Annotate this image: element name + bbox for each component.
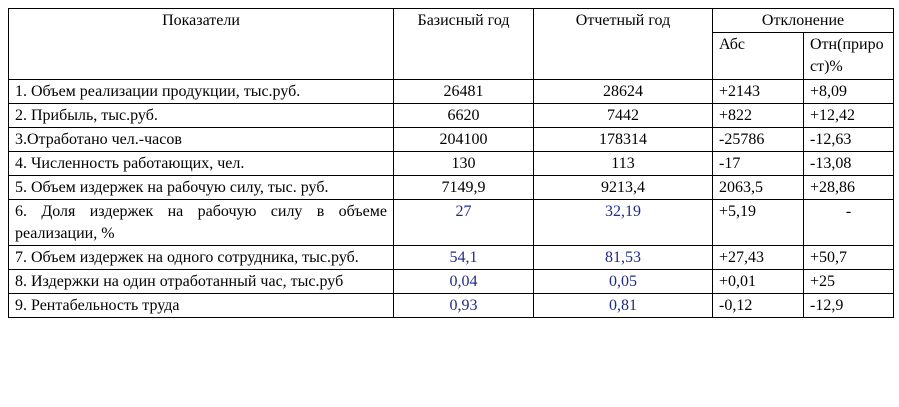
value-cell: +0,01	[712, 269, 804, 294]
value-cell: +8,09	[802, 79, 895, 104]
table-row: 7. Объем издержек на одного сотрудника, …	[8, 245, 895, 270]
indicator-cell: 9. Рентабельность труда	[8, 293, 394, 318]
header-cell: Показатели	[8, 8, 394, 80]
indicator-cell: 4. Численность работающих, чел.	[8, 151, 394, 176]
indicator-cell: 5. Объем издержек на рабочую силу, тыс. …	[8, 175, 394, 200]
header-cell: Отчетный год	[533, 8, 713, 80]
header-cell: Отн(прирост)%	[802, 32, 895, 80]
value-cell: -12,63	[802, 127, 895, 152]
indicator-cell: 3.Отработано чел.-часов	[8, 127, 394, 152]
indicator-cell: 2. Прибыль, тыс.руб.	[8, 103, 394, 128]
value-cell: 130	[393, 151, 534, 176]
header-row: Показатели Базисный год Отчетный год Отк…	[8, 8, 895, 80]
value-cell: 0,05	[533, 269, 713, 294]
value-cell: +5,19	[712, 199, 804, 246]
value-cell: -0,12	[712, 293, 804, 318]
indicator-cell: 1. Объем реализации продукции, тыс.руб.	[8, 79, 394, 104]
value-cell: +50,7	[802, 245, 895, 270]
value-cell: 54,1	[393, 245, 534, 270]
indicator-cell: 8. Издержки на один отработанный час, ты…	[8, 269, 394, 294]
value-cell: 0,81	[533, 293, 713, 318]
value-cell: -17	[712, 151, 804, 176]
indicator-cell: 7. Объем издержек на одного сотрудника, …	[8, 245, 394, 270]
indicator-cell: 6. Доля издержек на рабочую силу в объем…	[8, 199, 394, 246]
value-cell: 7442	[533, 103, 713, 128]
value-cell: 178314	[533, 127, 713, 152]
header-cell: Базисный год	[393, 8, 534, 80]
value-cell: -	[802, 199, 895, 246]
table-row: 4. Численность работающих, чел. 130 113 -17…	[8, 151, 895, 176]
header-cell: Абс	[712, 32, 804, 80]
value-cell: 27	[393, 199, 534, 246]
value-cell: 6620	[393, 103, 534, 128]
value-cell: -13,08	[802, 151, 895, 176]
value-cell: +2143	[712, 79, 804, 104]
table-row: 5. Объем издержек на рабочую силу, тыс. …	[8, 175, 895, 200]
value-cell: 9213,4	[533, 175, 713, 200]
data-table: Показатели Базисный год Отчетный год Отк…	[8, 8, 895, 318]
table-row: 2. Прибыль, тыс.руб. 6620 7442 +822 +12,42	[8, 103, 895, 128]
table-row: 1. Объем реализации продукции, тыс.руб. 2…	[8, 79, 895, 104]
value-cell: +12,42	[802, 103, 895, 128]
header-row: Абс Отн(прирост)%	[9, 32, 895, 80]
value-cell: 113	[533, 151, 713, 176]
value-cell: 28624	[533, 79, 713, 104]
value-cell: 204100	[393, 127, 534, 152]
value-cell: +25	[802, 269, 895, 294]
value-cell: 32,19	[533, 199, 713, 246]
page: Показатели Базисный год Отчетный год Отк…	[0, 8, 899, 407]
table-row: 9. Рентабельность труда 0,93 0,81 -0,12 -12,…	[8, 293, 895, 318]
value-cell: 2063,5	[712, 175, 804, 200]
table-body: Показатели Базисный год Отчетный год Отк…	[8, 8, 895, 318]
value-cell: +28,86	[802, 175, 895, 200]
value-cell: 0,04	[393, 269, 534, 294]
value-cell: -12,9	[802, 293, 895, 318]
value-cell: -25786	[712, 127, 804, 152]
value-cell: 7149,9	[393, 175, 534, 200]
table-row: 3.Отработано чел.-часов 204100 178314 -2578…	[8, 127, 895, 152]
value-cell: +27,43	[712, 245, 804, 270]
value-cell: 26481	[393, 79, 534, 104]
table-row: 6. Доля издержек на рабочую силу в объем…	[8, 199, 895, 246]
header-cell: Отклонение	[711, 8, 895, 33]
value-cell: 81,53	[533, 245, 713, 270]
value-cell: +822	[712, 103, 804, 128]
value-cell: 0,93	[393, 293, 534, 318]
table-row: 8. Издержки на один отработанный час, ты…	[8, 269, 895, 294]
